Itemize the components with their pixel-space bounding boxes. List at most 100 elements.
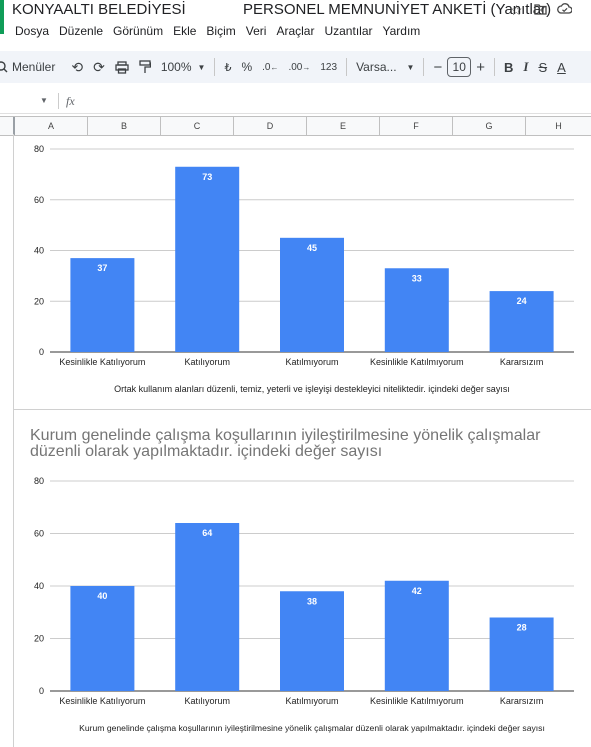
menu-item-ekle[interactable]: Ekle [173,24,197,38]
menu-item-araclar[interactable]: Araçlar [276,24,315,38]
zoom-value: 100% [160,60,192,74]
x-axis-title: Ortak kullanım alanları düzenli, temiz, … [114,384,510,394]
column-header-h[interactable]: H [555,121,562,131]
toolbar: Menüler ⟲ ⟳ 100% ▼ ₺ % .0 ← .00 → 123 Vars… [0,51,591,83]
x-tick-label: Katılıyorum [184,696,230,706]
bold-button[interactable]: B [503,59,514,75]
chart-2-title: Kurum genelinde çalışma koşullarının iyi… [30,427,541,460]
font-size-input[interactable]: 10 [447,57,472,77]
name-box-chevron-down-icon[interactable]: ▼ [40,96,48,105]
search-menus-label: Menüler [12,60,56,74]
bar[interactable] [384,268,449,352]
y-tick-label: 40 [34,246,44,256]
column-header-c[interactable]: C [161,117,234,135]
italic-button[interactable]: I [523,59,529,74]
column-header-a[interactable]: A [15,117,88,135]
y-tick-label: 0 [39,686,44,696]
chevron-down-icon: ▼ [197,62,206,72]
toolbar-divider [423,58,425,76]
document-title[interactable]: KONYAALTI BELEDİYESİ [12,1,186,18]
column-header-d[interactable]: D [234,117,307,135]
undo-icon[interactable]: ⟲ [71,58,84,75]
search-icon [0,61,8,73]
zoom-select[interactable]: 100% ▼ [156,60,211,74]
menu-bar: Dosya Düzenle Görünüm Ekle Biçim Veri Ar… [10,24,425,42]
bar[interactable] [489,617,554,692]
bar[interactable] [280,591,344,691]
column-header-g[interactable]: G [453,117,526,135]
percent-format-button[interactable]: % [241,60,253,74]
x-tick-label: Katılıyorum [184,357,230,367]
y-tick-label: 20 [34,296,44,306]
search-menus-button[interactable]: Menüler [0,60,60,74]
toolbar-divider [493,58,495,76]
number-format-button[interactable]: 123 [320,61,338,73]
bar[interactable] [280,237,344,352]
column-header-f[interactable]: F [380,117,453,135]
data-label: 73 [202,172,212,182]
x-axis-title: Kurum genelinde çalışma koşullarının iyi… [79,723,545,733]
cloud-status-icon[interactable] [557,2,573,18]
chart-2[interactable]: 0 20 40 60 80 40 Kesinlikle Katılıyorum 64 Katıl… [14,470,591,747]
sheets-logo[interactable] [0,0,4,34]
x-tick-label: Kesinlikle Katılıyorum [59,696,145,706]
data-label: 42 [412,586,422,596]
x-tick-label: Kararsızım [500,357,544,367]
data-label: 40 [97,591,107,601]
menu-item-uzantilar[interactable]: Uzantılar [324,24,373,38]
strikethrough-button[interactable]: S [538,59,548,75]
x-tick-label: Kesinlikle Katılmıyorum [370,696,464,706]
y-tick-label: 40 [34,581,44,591]
y-tick-label: 60 [34,529,44,539]
text-color-button[interactable]: A [557,59,566,75]
data-label: 33 [412,273,422,283]
print-icon[interactable] [110,60,134,74]
menu-item-bicim[interactable]: Biçim [206,24,236,38]
arrow-right-icon: → [302,62,311,72]
column-headers: A B C D E F G H [0,116,591,136]
select-all-corner[interactable] [0,117,15,135]
spreadsheet-title[interactable]: PERSONEL MEMNUNİYET ANKETİ (Yanıtlar) [243,1,552,18]
data-label: 45 [307,243,317,253]
currency-format-icon[interactable]: ₺ [224,61,232,74]
redo-icon[interactable]: ⟳ [93,58,105,75]
bar[interactable] [175,166,240,352]
decrease-font-size-button[interactable]: − [433,58,443,76]
font-value: Varsa... [356,60,397,74]
toolbar-divider [346,58,348,76]
menu-item-gorunum[interactable]: Görünüm [113,24,164,38]
increase-decimal-button[interactable]: .00 → [283,62,315,73]
bar[interactable] [70,586,135,691]
paint-format-icon[interactable] [134,60,156,74]
y-tick-label: 60 [34,195,44,205]
formula-bar: ▼ fx [0,93,591,114]
folder-move-icon[interactable] [534,2,547,18]
bar[interactable] [70,258,135,352]
y-tick-label: 80 [34,476,44,486]
x-tick-label: Kesinlikle Katılmıyorum [370,357,464,367]
menu-item-duzenle[interactable]: Düzenle [59,24,104,38]
y-tick-label: 20 [34,634,44,644]
x-tick-label: Katılmıyorum [285,357,338,367]
bar[interactable] [489,291,554,352]
chart-1[interactable]: 0 20 40 60 80 37 Kesinlikle Katılıyorum 73 Katıl… [14,135,591,409]
y-tick-label: 0 [39,347,44,357]
data-label: 28 [517,623,527,633]
star-icon[interactable]: ☆ [510,2,523,18]
y-tick-label: 80 [34,144,44,154]
menu-item-veri[interactable]: Veri [245,24,267,38]
x-tick-label: Kararsızım [500,696,544,706]
font-select[interactable]: Varsa... ▼ [351,60,419,74]
bar[interactable] [384,580,449,691]
toolbar-divider [214,58,216,76]
decrease-decimal-button[interactable]: .0 ← [257,62,283,73]
menu-item-dosya[interactable]: Dosya [15,24,50,38]
column-header-b[interactable]: B [88,117,161,135]
data-label: 37 [97,263,107,273]
bar[interactable] [175,523,240,691]
increase-font-size-button[interactable]: + [476,58,485,76]
menu-item-yardim[interactable]: Yardım [382,24,421,38]
column-header-e[interactable]: E [307,117,380,135]
chart-divider [13,409,591,410]
data-label: 64 [202,528,212,538]
